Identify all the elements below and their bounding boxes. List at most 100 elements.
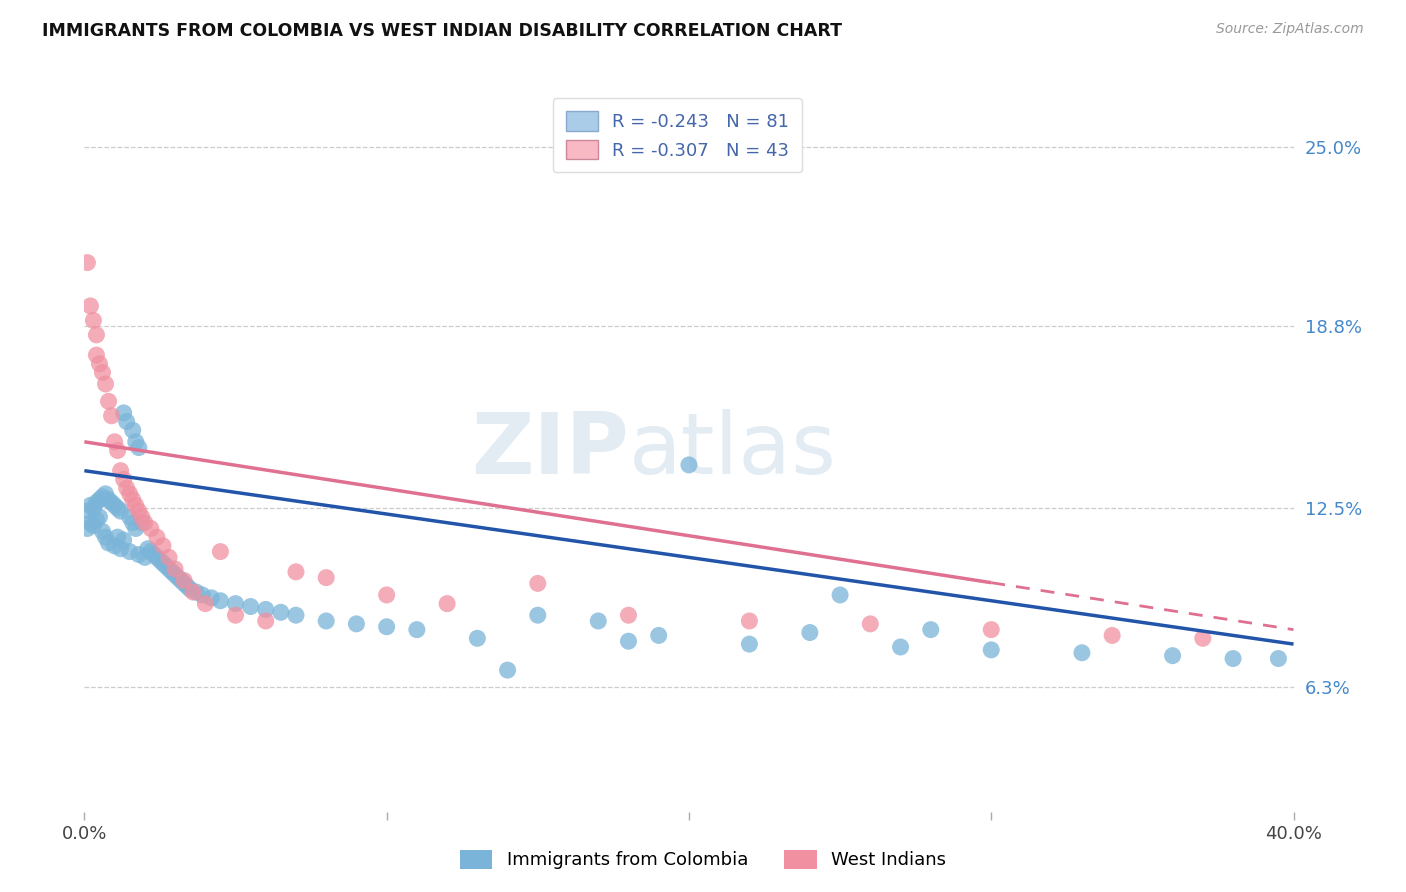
Point bbox=[112, 472, 135, 486]
Point bbox=[270, 605, 292, 619]
Point bbox=[191, 588, 214, 602]
Point bbox=[97, 536, 120, 550]
Point bbox=[167, 571, 190, 585]
Point bbox=[125, 521, 148, 535]
Point bbox=[225, 608, 247, 623]
Point bbox=[104, 499, 127, 513]
Point bbox=[91, 490, 114, 504]
Point bbox=[107, 530, 129, 544]
Point bbox=[155, 559, 177, 574]
Point bbox=[112, 533, 135, 547]
Point bbox=[86, 513, 108, 527]
Point bbox=[239, 599, 262, 614]
Point bbox=[1192, 632, 1215, 646]
Text: IMMIGRANTS FROM COLOMBIA VS WEST INDIAN DISABILITY CORRELATION CHART: IMMIGRANTS FROM COLOMBIA VS WEST INDIAN … bbox=[42, 22, 842, 40]
Point bbox=[86, 348, 108, 362]
Text: ZIP: ZIP bbox=[471, 409, 628, 492]
Point bbox=[118, 510, 141, 524]
Point bbox=[346, 616, 368, 631]
Point bbox=[173, 576, 195, 591]
Legend: Immigrants from Colombia, West Indians: Immigrants from Colombia, West Indians bbox=[451, 841, 955, 879]
Point bbox=[157, 550, 180, 565]
Point bbox=[315, 614, 337, 628]
Point bbox=[209, 544, 232, 558]
Point bbox=[254, 602, 277, 616]
Point bbox=[315, 571, 337, 585]
Point bbox=[131, 516, 153, 530]
Point bbox=[115, 415, 138, 429]
Point bbox=[1161, 648, 1184, 663]
Point bbox=[648, 628, 671, 642]
Point bbox=[160, 565, 183, 579]
Point bbox=[375, 588, 398, 602]
Point bbox=[89, 492, 111, 507]
Point bbox=[152, 556, 174, 570]
Point bbox=[134, 550, 156, 565]
Point bbox=[89, 357, 111, 371]
Point bbox=[285, 565, 308, 579]
Point bbox=[134, 516, 156, 530]
Point bbox=[121, 492, 143, 507]
Point bbox=[76, 504, 98, 518]
Point bbox=[82, 313, 104, 327]
Point bbox=[118, 487, 141, 501]
Point bbox=[176, 579, 198, 593]
Point bbox=[890, 640, 912, 654]
Point bbox=[79, 499, 101, 513]
Point bbox=[588, 614, 610, 628]
Point bbox=[115, 481, 138, 495]
Text: Source: ZipAtlas.com: Source: ZipAtlas.com bbox=[1216, 22, 1364, 37]
Point bbox=[94, 376, 117, 391]
Point bbox=[285, 608, 308, 623]
Point bbox=[128, 441, 150, 455]
Point bbox=[121, 516, 143, 530]
Point bbox=[225, 597, 247, 611]
Point bbox=[139, 521, 162, 535]
Point bbox=[79, 516, 101, 530]
Point bbox=[128, 504, 150, 518]
Point bbox=[149, 553, 172, 567]
Point bbox=[527, 608, 550, 623]
Point bbox=[617, 608, 640, 623]
Point bbox=[980, 623, 1002, 637]
Point bbox=[467, 632, 489, 646]
Text: atlas: atlas bbox=[628, 409, 837, 492]
Point bbox=[181, 585, 204, 599]
Point bbox=[738, 637, 761, 651]
Point bbox=[107, 501, 129, 516]
Point bbox=[128, 548, 150, 562]
Point bbox=[139, 544, 162, 558]
Point bbox=[79, 299, 101, 313]
Point bbox=[1101, 628, 1123, 642]
Point bbox=[738, 614, 761, 628]
Point bbox=[110, 464, 132, 478]
Point bbox=[179, 582, 201, 597]
Point bbox=[100, 495, 122, 509]
Point bbox=[136, 541, 159, 556]
Point bbox=[91, 524, 114, 539]
Point bbox=[91, 366, 114, 380]
Point bbox=[170, 574, 193, 588]
Point bbox=[121, 423, 143, 437]
Point bbox=[165, 567, 187, 582]
Point bbox=[436, 597, 458, 611]
Point bbox=[104, 539, 127, 553]
Point bbox=[107, 443, 129, 458]
Point bbox=[165, 562, 187, 576]
Point bbox=[100, 409, 122, 423]
Point bbox=[152, 539, 174, 553]
Point bbox=[980, 643, 1002, 657]
Point bbox=[157, 562, 180, 576]
Point bbox=[254, 614, 277, 628]
Point bbox=[131, 510, 153, 524]
Point bbox=[406, 623, 429, 637]
Point bbox=[1267, 651, 1289, 665]
Point bbox=[82, 518, 104, 533]
Point bbox=[94, 487, 117, 501]
Point bbox=[97, 492, 120, 507]
Point bbox=[125, 499, 148, 513]
Point bbox=[82, 501, 104, 516]
Point bbox=[209, 593, 232, 607]
Point bbox=[194, 597, 217, 611]
Point bbox=[830, 588, 852, 602]
